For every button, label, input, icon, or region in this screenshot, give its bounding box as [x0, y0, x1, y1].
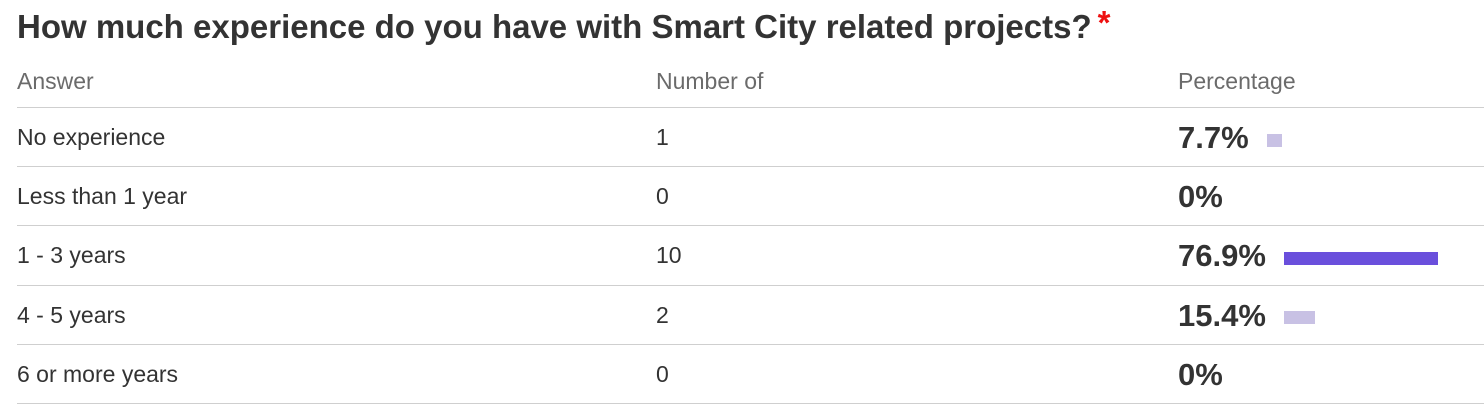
table-header: Answer Number of Percentage — [17, 62, 1484, 108]
percentage-value: 15.4% — [1178, 297, 1266, 333]
answer-label: Less than 1 year — [17, 183, 188, 210]
percentage-cell: 15.4% — [1178, 298, 1315, 334]
answer-label: 6 or more years — [17, 360, 179, 387]
answer-count: 0 — [656, 183, 669, 210]
percentage-bar — [1283, 311, 1315, 325]
answer-count: 1 — [656, 124, 669, 150]
table-row: No experience 1 7.7% — [17, 108, 1484, 168]
percentage-bar — [1283, 251, 1438, 265]
table-row: 4 - 5 years 2 15.4% — [17, 286, 1484, 345]
percentage-value: 7.7% — [1178, 120, 1249, 155]
percentage-bar — [1266, 133, 1282, 147]
percentage-cell: 76.9% — [1178, 238, 1438, 274]
answer-label: 1 - 3 years — [17, 242, 126, 269]
results-table-body: No experience 1 7.7% Less than 1 year 0 … — [17, 108, 1484, 404]
table-row: Less than 1 year 0 0% — [17, 167, 1484, 227]
percentage-cell: 0% — [1178, 357, 1223, 393]
answer-label: No experience — [17, 124, 166, 150]
required-indicator: * — [1097, 4, 1111, 41]
answer-count: 10 — [656, 242, 682, 269]
percentage-cell: 0% — [1178, 179, 1223, 215]
table-row: 1 - 3 years 10 76.9% — [17, 226, 1484, 286]
answer-label: 4 - 5 years — [17, 301, 126, 328]
header-percentage: Percentage — [1178, 68, 1296, 94]
header-count: Number of — [656, 68, 764, 94]
percentage-value: 0% — [1178, 356, 1223, 392]
answer-count: 2 — [656, 301, 669, 328]
percentage-cell: 7.7% — [1178, 120, 1282, 156]
answer-count: 0 — [656, 360, 669, 387]
header-answer: Answer — [17, 68, 94, 94]
table-row: 6 or more years 0 0% — [17, 345, 1484, 404]
percentage-value: 0% — [1178, 179, 1223, 215]
question-text: How much experience do you have with Sma… — [17, 8, 1092, 45]
question-title: How much experience do you have with Sma… — [17, 4, 1111, 48]
percentage-value: 76.9% — [1178, 238, 1266, 274]
